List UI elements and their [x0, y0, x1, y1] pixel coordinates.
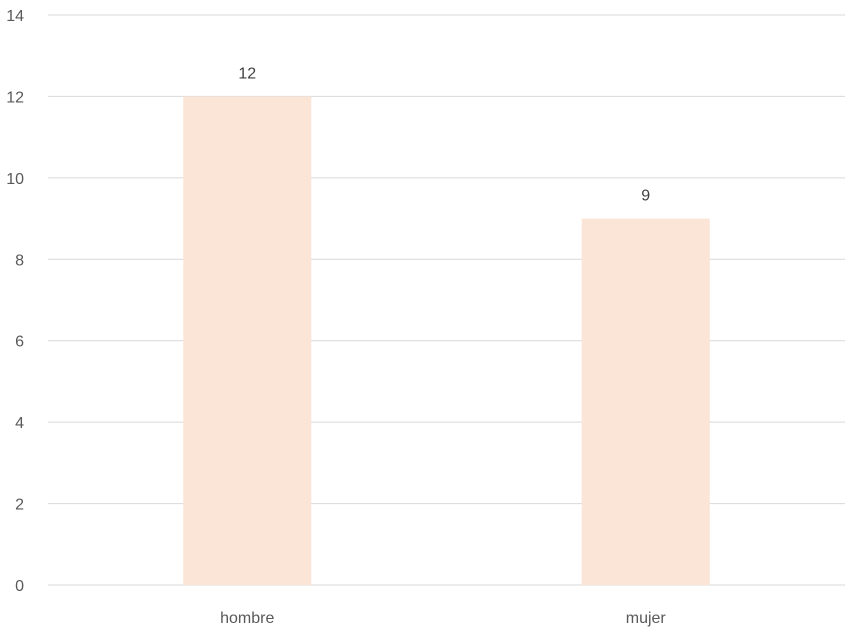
gridlines: [48, 14, 845, 586]
bar-mujer[interactable]: [581, 218, 710, 586]
y-tick-label-8: 8: [15, 252, 24, 269]
y-tick-label-12: 12: [6, 89, 24, 106]
bar-hombre[interactable]: [183, 96, 312, 585]
y-tick-label-6: 6: [15, 334, 24, 351]
bars: [183, 96, 710, 586]
y-axis-tick-labels: 0 2 4 6 8 10 12 14: [6, 8, 24, 595]
x-axis-category-labels: hombre mujer: [220, 610, 666, 627]
data-label-hombre: 12: [238, 65, 256, 82]
y-tick-label-10: 10: [6, 171, 24, 188]
data-labels: 12 9: [238, 65, 650, 204]
y-tick-label-2: 2: [15, 497, 24, 514]
data-label-mujer: 9: [641, 188, 650, 205]
y-tick-label-0: 0: [15, 578, 24, 595]
y-tick-label-4: 4: [15, 415, 24, 432]
category-label-hombre: hombre: [220, 610, 274, 627]
category-label-mujer: mujer: [626, 610, 667, 627]
y-tick-label-14: 14: [6, 8, 24, 25]
